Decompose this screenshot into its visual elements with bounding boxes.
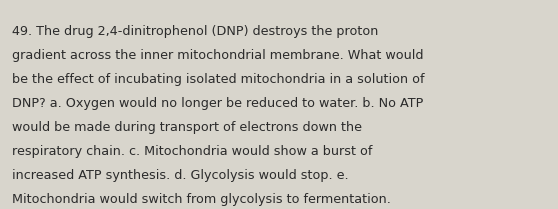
Text: would be made during transport of electrons down the: would be made during transport of electr… [12,121,362,134]
Text: be the effect of incubating isolated mitochondria in a solution of: be the effect of incubating isolated mit… [12,73,425,86]
Text: DNP? a. Oxygen would no longer be reduced to water. b. No ATP: DNP? a. Oxygen would no longer be reduce… [12,97,424,110]
Text: Mitochondria would switch from glycolysis to fermentation.: Mitochondria would switch from glycolysi… [12,193,391,206]
Text: increased ATP synthesis. d. Glycolysis would stop. e.: increased ATP synthesis. d. Glycolysis w… [12,169,349,182]
Text: 49. The drug 2,4-dinitrophenol (DNP) destroys the proton: 49. The drug 2,4-dinitrophenol (DNP) des… [12,25,379,38]
Text: respiratory chain. c. Mitochondria would show a burst of: respiratory chain. c. Mitochondria would… [12,145,373,158]
Text: gradient across the inner mitochondrial membrane. What would: gradient across the inner mitochondrial … [12,49,424,62]
